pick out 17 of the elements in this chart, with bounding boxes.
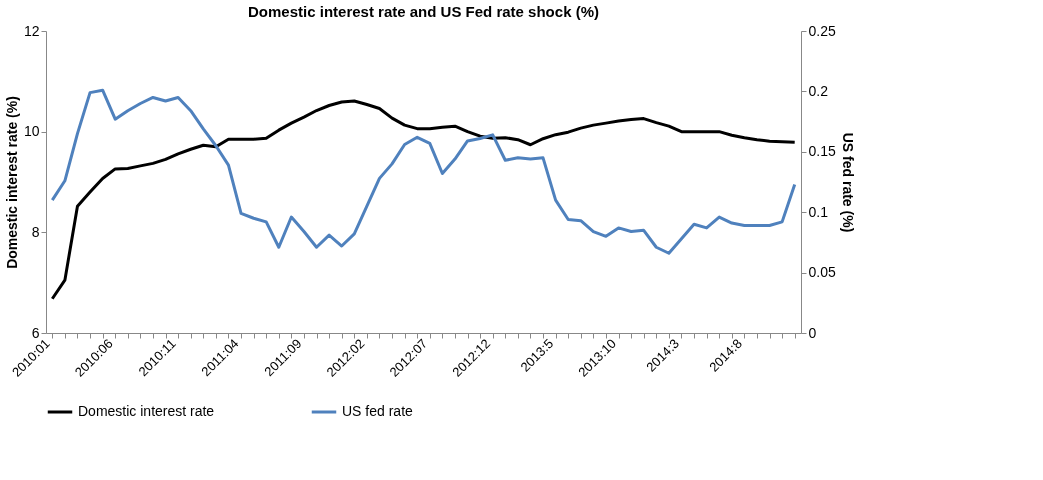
y2-tick-label: 0.2 [808, 82, 829, 99]
legend-label: US fed rate [342, 403, 414, 419]
y2-axis-title: US fed rate (%) [839, 132, 856, 233]
y-axis-title: Domestic interest rate (%) [3, 96, 20, 269]
y2-tick-label: 0.25 [808, 22, 836, 39]
y2-tick-label: 0.15 [808, 143, 836, 160]
legend-label: Domestic interest rate [78, 403, 215, 419]
y-tick-label: 8 [31, 223, 40, 240]
chart-title: Domestic interest rate and US Fed rate shock (%) [248, 3, 599, 20]
y2-tick-label: 0.1 [808, 203, 829, 220]
y2-tick-label: 0 [808, 324, 817, 341]
line-series [50, 99, 797, 301]
y-tick-label: 6 [31, 324, 40, 341]
y2-tick-label: 0.05 [808, 264, 836, 281]
y-tick-label: 10 [23, 123, 40, 140]
y-tick-label: 12 [23, 22, 40, 39]
line-series [50, 88, 797, 255]
